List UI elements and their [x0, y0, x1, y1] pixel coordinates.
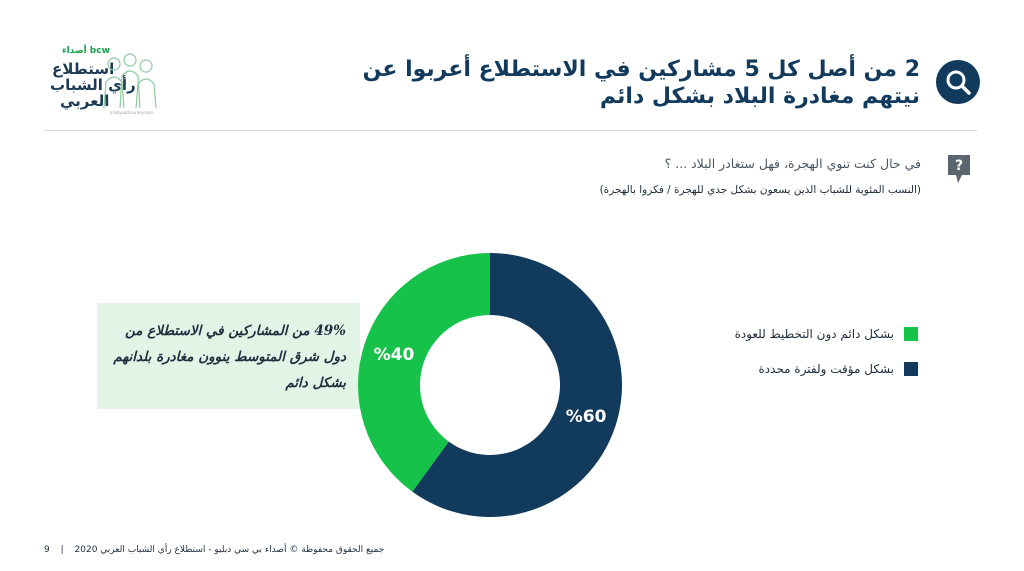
donut-label-temporary: %60 — [566, 407, 607, 427]
question-bubble-icon: ? — [946, 153, 972, 185]
svg-text:?: ? — [955, 158, 963, 174]
legend-swatch-temporary — [904, 362, 918, 376]
donut-label-permanent: %40 — [374, 345, 415, 365]
legend-item-permanent: بشكل دائم دون التخطيط للعودة — [658, 327, 918, 341]
logo-line-3: العربي — [60, 92, 110, 110]
donut-slice-temporary — [412, 253, 622, 517]
logo-brand: أصداء bcw — [62, 46, 110, 56]
legend-item-temporary: بشكل مؤقت ولفترة محددة — [658, 362, 918, 376]
donut-chart: %40 %60 — [358, 253, 622, 517]
legend-label-permanent: بشكل دائم دون التخطيط للعودة — [734, 327, 894, 341]
logo-people-illustration — [103, 53, 157, 109]
footer-copyright: جميع الحقوق محفوظة © أصداء بي سي دبليو -… — [74, 545, 385, 555]
survey-question: في حال كنت تنوي الهجرة، فهل ستغادر البلا… — [664, 156, 921, 171]
callout-box — [97, 303, 360, 409]
divider — [44, 130, 978, 131]
footer: 9 | جميع الحقوق محفوظة © أصداء بي سي دبل… — [44, 545, 384, 555]
footer-separator: | — [60, 545, 64, 555]
page-number: 9 — [44, 545, 50, 555]
question-note: (النسب المئوية للشباب الذين يسعون بشكل ج… — [599, 184, 921, 196]
logo-line-2: رأي الشباب — [50, 76, 136, 94]
logo-url: arabyouthsurvey.com — [110, 110, 154, 115]
donut-slice-permanent — [358, 253, 490, 492]
page-title: 2 من أصل كل 5 مشاركين في الاستطلاع أعربو… — [362, 57, 920, 109]
logo-line-1: استطلاع — [52, 60, 115, 78]
legend-label-temporary: بشكل مؤقت ولفترة محددة — [758, 362, 894, 376]
legend-swatch-permanent — [904, 327, 918, 341]
search-icon — [936, 60, 980, 104]
callout-text: 49% من المشاركين في الاستطلاع من دول شرق… — [113, 323, 346, 391]
